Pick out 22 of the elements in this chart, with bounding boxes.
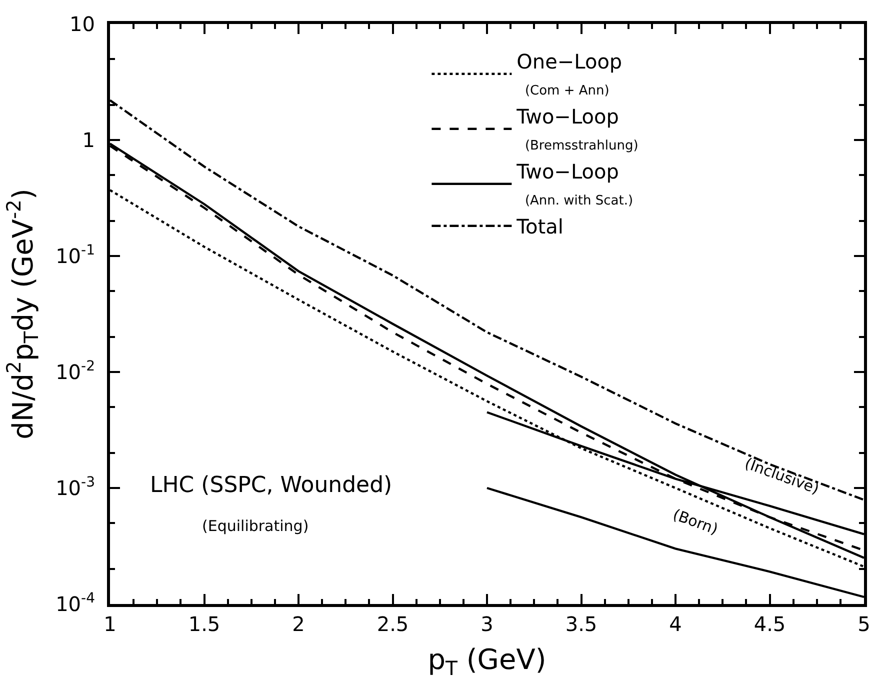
x-axis-title: p$_{T}$ (GeV) (428, 643, 546, 680)
x-tick-label: 4.5 (754, 612, 786, 636)
y-tick-label: 10$^{-3}$ (56, 474, 95, 500)
y-tick-label: 10$^{-2}$ (56, 358, 95, 384)
x-tick-label: 5 (858, 612, 870, 636)
x-tick-label: 4 (669, 612, 682, 636)
x-tick-label: 3.5 (565, 612, 598, 636)
y-tick-label: 1 (82, 128, 95, 152)
x-tick-label: 2.5 (376, 612, 409, 636)
x-tick-label: 1.5 (188, 612, 220, 636)
legend-label: Total (516, 214, 564, 239)
legend-label: Two−Loop (Bremsstrahlung) (516, 104, 638, 154)
y-tick-label: 10$^{-1}$ (56, 242, 95, 268)
legend-label: Two−Loop (Ann. with Scat.) (516, 160, 634, 209)
x-tick-label: 1 (104, 612, 116, 636)
annotation: LHC (SSPC, Wounded) (150, 473, 392, 498)
x-tick-label: 2 (292, 612, 305, 636)
legend-label: One−Loop (Com + Ann) (516, 50, 622, 99)
annotation: (Equilibrating) (202, 517, 309, 535)
y-tick-label: 10$^{-4}$ (56, 590, 96, 616)
y-tick-label: 10 (70, 12, 95, 36)
x-tick-label: 3 (480, 612, 494, 636)
